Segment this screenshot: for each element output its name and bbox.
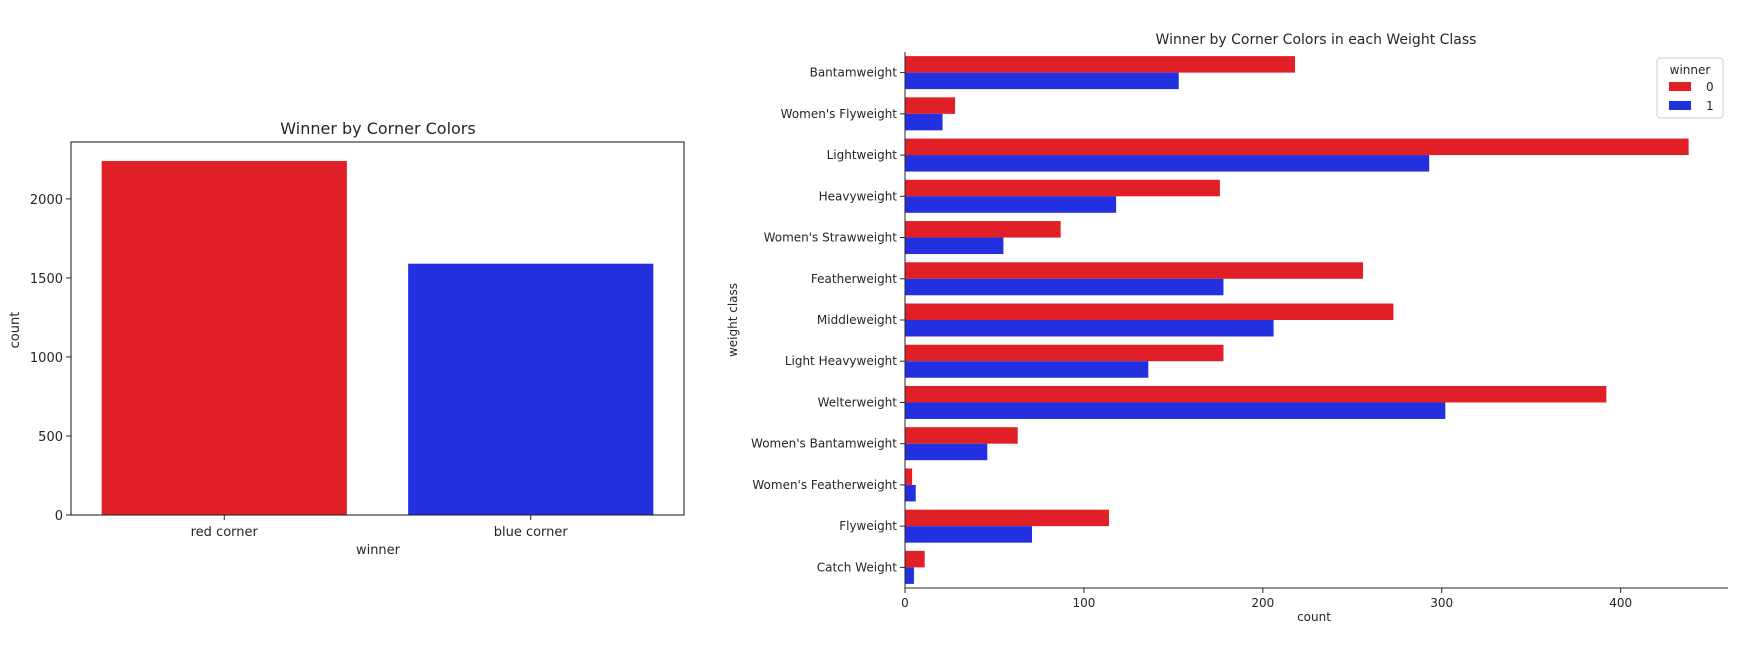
bar-women-s-strawweight-series-1 (905, 237, 1004, 255)
bar-lightweight-series-0 (905, 138, 1689, 156)
x-tick-label: 200 (1251, 596, 1274, 610)
y-tick-label: Featherweight (811, 272, 897, 286)
x-tick-label: 0 (901, 596, 909, 610)
y-tick-label: Women's Flyweight (781, 107, 898, 121)
bar-lightweight-series-1 (905, 155, 1430, 172)
y-tick-label: Catch Weight (817, 560, 898, 574)
bar-red-corner (101, 160, 347, 515)
x-tick-label: red corner (191, 525, 259, 540)
x-tick-label: 100 (1072, 596, 1095, 610)
bar-women-s-bantamweight-series-0 (905, 427, 1018, 444)
y-tick-label: Women's Featherweight (752, 478, 897, 492)
y-tick-label: 500 (38, 430, 63, 445)
chart-right-x-axis: 0 100 200 300 400 (901, 588, 1632, 610)
bar-welterweight-series-0 (905, 385, 1607, 403)
legend-swatch-1 (1669, 101, 1691, 110)
legend-title: winner (1670, 63, 1711, 77)
chart-left-title: Winner by Corner Colors (280, 119, 475, 138)
x-tick-label: 300 (1430, 596, 1453, 610)
bar-women-s-flyweight-series-0 (905, 97, 956, 114)
y-tick-label: 0 (55, 509, 63, 524)
chart-left-bars (101, 160, 654, 515)
bar-women-s-strawweight-series-0 (905, 221, 1061, 238)
bar-women-s-featherweight-series-0 (905, 468, 913, 485)
bar-middleweight-series-0 (905, 303, 1394, 320)
chart-right-x-axis-label: count (1297, 610, 1331, 624)
bar-women-s-flyweight-series-1 (905, 113, 943, 131)
y-tick-label: 1000 (30, 351, 63, 366)
legend-label-1: 1 (1706, 99, 1714, 113)
x-tick-label: 400 (1609, 596, 1632, 610)
y-tick-label: Women's Strawweight (764, 231, 898, 245)
chart-right-bars (905, 56, 1689, 584)
bar-catch-weight-series-0 (905, 550, 925, 568)
bar-flyweight-series-0 (905, 509, 1109, 527)
chart-left-y-axis-label: count (8, 312, 23, 349)
chart-left-y-axis: 0 500 1000 1500 2000 (30, 193, 71, 524)
legend-swatch-0 (1669, 82, 1691, 91)
bar-welterweight-series-1 (905, 402, 1446, 419)
chart-left-x-axis: red corner blue corner (191, 515, 569, 540)
bar-blue-corner (408, 263, 654, 515)
bar-heavyweight-series-1 (905, 196, 1117, 213)
legend: winner 0 1 (1656, 57, 1724, 119)
chart-right-y-axis-label: weight class (726, 283, 740, 357)
bar-featherweight-series-1 (905, 278, 1224, 296)
chart-left: Winner by Corner Colors 0 500 1000 1500 2000… (8, 119, 685, 558)
bar-light-heavyweight-series-0 (905, 344, 1224, 362)
y-tick-label: Heavyweight (819, 189, 898, 203)
bar-middleweight-series-1 (905, 320, 1274, 337)
bar-bantamweight-series-1 (905, 72, 1179, 90)
y-tick-label: Flyweight (839, 519, 897, 533)
y-tick-label: Women's Bantamweight (751, 437, 897, 451)
bar-bantamweight-series-0 (905, 56, 1296, 73)
bar-heavyweight-series-0 (905, 179, 1220, 197)
chart-left-frame (70, 141, 685, 516)
y-tick-label: 2000 (30, 193, 63, 208)
y-tick-label: 1500 (30, 272, 63, 287)
y-tick-label: Bantamweight (810, 66, 898, 80)
bar-light-heavyweight-series-1 (905, 361, 1149, 378)
x-tick-label: blue corner (494, 525, 569, 540)
y-tick-label: Middleweight (817, 313, 897, 327)
bar-catch-weight-series-1 (905, 567, 914, 584)
chart-right-y-axis: Bantamweight Women's Flyweight Lightweight… (751, 66, 905, 574)
bar-flyweight-series-1 (905, 526, 1033, 543)
chart-right: Winner by Corner Colors in each Weight C… (726, 32, 1728, 624)
y-tick-label: Welterweight (818, 395, 898, 409)
bar-women-s-bantamweight-series-1 (905, 443, 988, 461)
legend-label-0: 0 (1706, 80, 1714, 94)
y-tick-label: Light Heavyweight (785, 354, 897, 368)
chart-right-title: Winner by Corner Colors in each Weight C… (1156, 32, 1477, 48)
bar-featherweight-series-0 (905, 262, 1364, 279)
bar-women-s-featherweight-series-1 (905, 484, 916, 502)
y-tick-label: Lightweight (827, 148, 898, 162)
chart-left-x-axis-label: winner (356, 543, 401, 558)
